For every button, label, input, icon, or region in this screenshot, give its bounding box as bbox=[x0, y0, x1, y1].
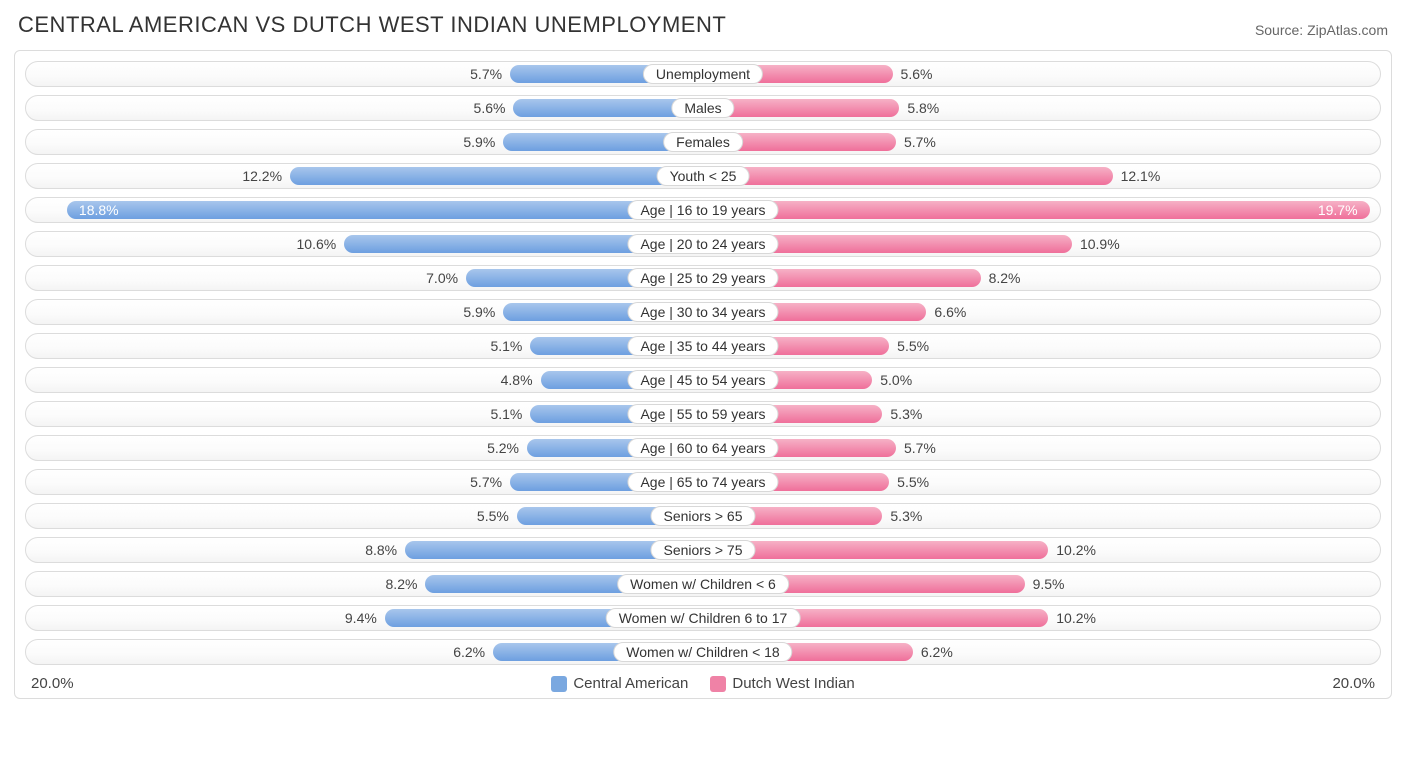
legend-item-left: Central American bbox=[551, 675, 688, 692]
category-label: Age | 25 to 29 years bbox=[627, 268, 778, 288]
value-label-right: 5.3% bbox=[890, 504, 922, 528]
legend-item-right: Dutch West Indian bbox=[710, 675, 854, 692]
value-label-left: 8.8% bbox=[365, 538, 397, 562]
value-label-right: 5.7% bbox=[904, 130, 936, 154]
value-label-right: 5.8% bbox=[907, 96, 939, 120]
value-label-right: 5.5% bbox=[897, 334, 929, 358]
value-label-left: 5.6% bbox=[474, 96, 506, 120]
value-label-right: 6.6% bbox=[934, 300, 966, 324]
category-label: Age | 60 to 64 years bbox=[627, 438, 778, 458]
value-label-right: 5.0% bbox=[880, 368, 912, 392]
category-label: Women w/ Children 6 to 17 bbox=[606, 608, 801, 628]
chart-row: 8.2% 9.5% Women w/ Children < 6 bbox=[25, 571, 1381, 597]
chart-row: 6.2% 6.2% Women w/ Children < 18 bbox=[25, 639, 1381, 665]
legend-swatch-left bbox=[551, 676, 567, 692]
value-label-right: 19.7% bbox=[1318, 198, 1358, 222]
value-label-right: 12.1% bbox=[1121, 164, 1161, 188]
category-label: Females bbox=[663, 132, 743, 152]
value-label-left: 5.5% bbox=[477, 504, 509, 528]
value-label-left: 12.2% bbox=[242, 164, 282, 188]
value-label-left: 5.2% bbox=[487, 436, 519, 460]
chart-row: 5.7% 5.5% Age | 65 to 74 years bbox=[25, 469, 1381, 495]
chart-source: Source: ZipAtlas.com bbox=[1255, 22, 1388, 38]
bar-left bbox=[290, 167, 703, 185]
chart-row: 9.4% 10.2% Women w/ Children 6 to 17 bbox=[25, 605, 1381, 631]
value-label-right: 5.6% bbox=[901, 62, 933, 86]
bar-right bbox=[703, 167, 1113, 185]
value-label-left: 5.7% bbox=[470, 470, 502, 494]
chart-row: 5.7% 5.6% Unemployment bbox=[25, 61, 1381, 87]
category-label: Youth < 25 bbox=[657, 166, 750, 186]
legend-swatch-right bbox=[710, 676, 726, 692]
value-label-left: 4.8% bbox=[501, 368, 533, 392]
category-label: Age | 16 to 19 years bbox=[627, 200, 778, 220]
category-label: Age | 30 to 34 years bbox=[627, 302, 778, 322]
legend-label-right: Dutch West Indian bbox=[732, 675, 854, 692]
axis-max-left: 20.0% bbox=[31, 675, 74, 692]
category-label: Seniors > 65 bbox=[651, 506, 756, 526]
value-label-right: 10.9% bbox=[1080, 232, 1120, 256]
value-label-left: 8.2% bbox=[386, 572, 418, 596]
category-label: Seniors > 75 bbox=[651, 540, 756, 560]
bar-left bbox=[67, 201, 703, 219]
chart-row: 8.8% 10.2% Seniors > 75 bbox=[25, 537, 1381, 563]
value-label-right: 5.7% bbox=[904, 436, 936, 460]
category-label: Age | 35 to 44 years bbox=[627, 336, 778, 356]
value-label-left: 5.7% bbox=[470, 62, 502, 86]
value-label-right: 9.5% bbox=[1033, 572, 1065, 596]
category-label: Age | 65 to 74 years bbox=[627, 472, 778, 492]
value-label-right: 6.2% bbox=[921, 640, 953, 664]
chart-row: 4.8% 5.0% Age | 45 to 54 years bbox=[25, 367, 1381, 393]
value-label-right: 5.5% bbox=[897, 470, 929, 494]
value-label-left: 7.0% bbox=[426, 266, 458, 290]
bar-right bbox=[703, 201, 1370, 219]
category-label: Males bbox=[671, 98, 734, 118]
value-label-left: 10.6% bbox=[297, 232, 337, 256]
chart-row: 12.2% 12.1% Youth < 25 bbox=[25, 163, 1381, 189]
category-label: Women w/ Children < 6 bbox=[617, 574, 789, 594]
chart-title: CENTRAL AMERICAN VS DUTCH WEST INDIAN UN… bbox=[18, 12, 726, 38]
chart-row: 18.8% 19.7% Age | 16 to 19 years bbox=[25, 197, 1381, 223]
value-label-right: 8.2% bbox=[989, 266, 1021, 290]
chart-row: 5.9% 5.7% Females bbox=[25, 129, 1381, 155]
value-label-left: 6.2% bbox=[453, 640, 485, 664]
legend: Central American Dutch West Indian bbox=[551, 675, 854, 692]
chart-row: 5.1% 5.3% Age | 55 to 59 years bbox=[25, 401, 1381, 427]
chart-row: 5.9% 6.6% Age | 30 to 34 years bbox=[25, 299, 1381, 325]
category-label: Unemployment bbox=[643, 64, 763, 84]
chart-row: 7.0% 8.2% Age | 25 to 29 years bbox=[25, 265, 1381, 291]
chart-row: 5.1% 5.5% Age | 35 to 44 years bbox=[25, 333, 1381, 359]
category-label: Age | 55 to 59 years bbox=[627, 404, 778, 424]
chart-row: 5.2% 5.7% Age | 60 to 64 years bbox=[25, 435, 1381, 461]
axis-max-right: 20.0% bbox=[1332, 675, 1375, 692]
value-label-left: 5.9% bbox=[463, 300, 495, 324]
value-label-left: 5.1% bbox=[490, 334, 522, 358]
value-label-right: 10.2% bbox=[1056, 606, 1096, 630]
diverging-bar-chart: 5.7% 5.6% Unemployment 5.6% 5.8% Males 5.9% 5.7… bbox=[14, 50, 1392, 699]
value-label-left: 9.4% bbox=[345, 606, 377, 630]
value-label-left: 18.8% bbox=[79, 198, 119, 222]
value-label-left: 5.1% bbox=[490, 402, 522, 426]
value-label-right: 10.2% bbox=[1056, 538, 1096, 562]
category-label: Age | 20 to 24 years bbox=[627, 234, 778, 254]
category-label: Age | 45 to 54 years bbox=[627, 370, 778, 390]
legend-label-left: Central American bbox=[573, 675, 688, 692]
chart-header: CENTRAL AMERICAN VS DUTCH WEST INDIAN UN… bbox=[14, 8, 1392, 50]
chart-row: 5.5% 5.3% Seniors > 65 bbox=[25, 503, 1381, 529]
value-label-right: 5.3% bbox=[890, 402, 922, 426]
chart-row: 5.6% 5.8% Males bbox=[25, 95, 1381, 121]
chart-footer: 20.0% Central American Dutch West Indian… bbox=[25, 673, 1381, 694]
chart-row: 10.6% 10.9% Age | 20 to 24 years bbox=[25, 231, 1381, 257]
value-label-left: 5.9% bbox=[463, 130, 495, 154]
category-label: Women w/ Children < 18 bbox=[613, 642, 792, 662]
